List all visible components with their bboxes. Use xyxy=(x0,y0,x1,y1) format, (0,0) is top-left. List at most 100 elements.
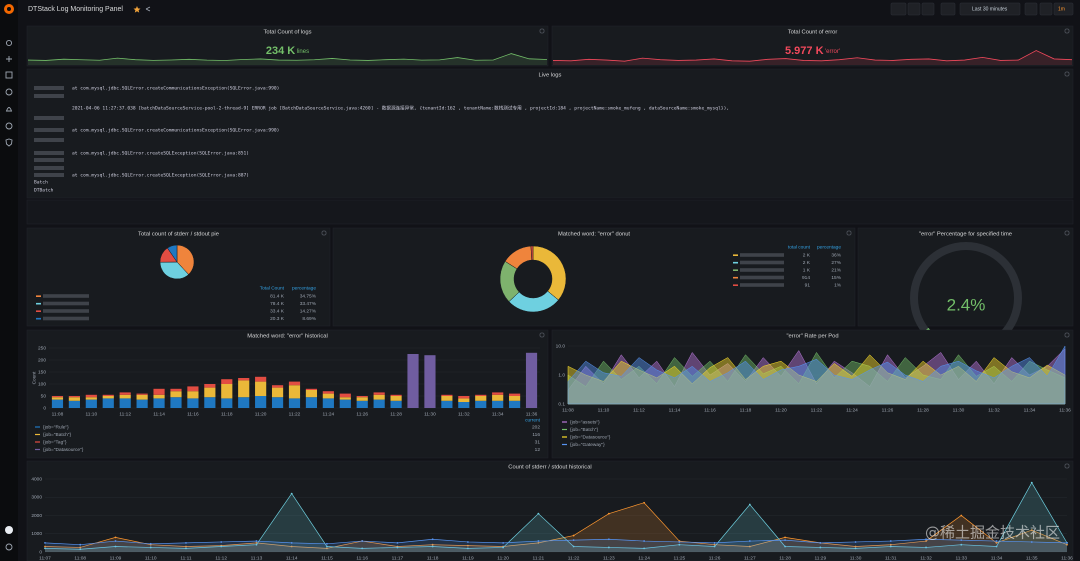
point xyxy=(748,540,751,542)
dashboards-icon[interactable] xyxy=(5,71,13,79)
config-icon[interactable] xyxy=(5,122,13,130)
add-panel-button[interactable] xyxy=(890,2,907,16)
bar xyxy=(339,393,351,398)
create-icon[interactable] xyxy=(6,56,12,62)
bar xyxy=(525,352,538,408)
share-icon[interactable] xyxy=(145,6,151,12)
bar xyxy=(238,380,250,398)
point xyxy=(643,540,646,542)
legend-header: Total Count xyxy=(260,285,285,291)
stat-unit: lines xyxy=(297,49,309,55)
bar xyxy=(441,394,453,396)
panel xyxy=(26,68,1074,199)
legend-swatch xyxy=(733,269,738,271)
settings-button[interactable] xyxy=(921,2,935,16)
point xyxy=(431,538,434,541)
redacted-text xyxy=(34,151,64,155)
point xyxy=(290,541,293,544)
sidebar-icons xyxy=(5,39,13,551)
point xyxy=(678,541,681,543)
legend-swatch xyxy=(36,302,41,305)
refresh-button[interactable] xyxy=(1039,2,1053,16)
panel-menu xyxy=(539,28,545,34)
panel-menu xyxy=(1064,332,1070,338)
x-tick-label: 11:30 xyxy=(424,411,436,417)
legend-header: percentage xyxy=(292,285,316,291)
bar xyxy=(102,396,114,399)
bar xyxy=(305,388,318,390)
bar xyxy=(170,388,182,392)
x-tick-label: 11:21 xyxy=(533,555,545,561)
redacted-text xyxy=(34,138,64,142)
point xyxy=(1066,541,1068,544)
point xyxy=(854,547,857,550)
y-tick-label: 2000 xyxy=(31,513,42,519)
time-range[interactable]: Last 30 minutes xyxy=(972,6,1008,12)
x-tick-label: 11:20 xyxy=(255,411,267,417)
admin-icon[interactable] xyxy=(5,138,13,147)
search-icon[interactable] xyxy=(5,39,13,47)
avatar[interactable] xyxy=(5,526,13,534)
point xyxy=(819,541,822,544)
point xyxy=(502,546,505,549)
alerting-icon[interactable] xyxy=(5,107,13,112)
x-tick-label: 11:14 xyxy=(286,555,298,561)
x-tick-label: 11:10 xyxy=(598,407,610,413)
bar xyxy=(441,400,453,408)
point xyxy=(502,541,505,544)
zoom-out-button[interactable] xyxy=(1024,2,1038,16)
legend-total: 914 xyxy=(802,275,810,281)
point xyxy=(995,540,998,542)
help-icon[interactable] xyxy=(5,543,13,551)
bar xyxy=(51,399,64,408)
x-tick-label: 11:30 xyxy=(850,555,862,561)
point xyxy=(114,540,117,542)
bar xyxy=(68,400,80,408)
point xyxy=(185,547,187,550)
refresh-interval-label[interactable]: 1m xyxy=(1058,6,1065,12)
dashboard-title[interactable]: DTStack Log Monitoring Panel xyxy=(28,6,123,13)
bar xyxy=(390,396,402,401)
x-tick-label: 11:08 xyxy=(562,407,574,413)
panel-title: Total count of stderr / stdout pie xyxy=(138,232,219,238)
bar xyxy=(51,397,64,400)
star-icon[interactable] xyxy=(133,6,141,13)
x-tick-label: 11:22 xyxy=(811,407,823,413)
bar xyxy=(288,381,301,386)
save-button[interactable] xyxy=(907,2,921,16)
bar xyxy=(85,397,97,400)
bar xyxy=(390,400,402,408)
slice xyxy=(159,261,189,280)
refresh-interval[interactable] xyxy=(1053,2,1074,16)
bar xyxy=(221,384,233,399)
panel-menu xyxy=(1064,71,1070,77)
x-tick-label: 11:27 xyxy=(744,555,756,561)
legend-total: 81.4 K xyxy=(270,293,285,299)
point xyxy=(995,545,998,548)
point xyxy=(255,541,258,544)
tv-button[interactable] xyxy=(940,2,956,16)
bar xyxy=(204,384,216,388)
x-tick-label: 11:12 xyxy=(215,555,227,561)
point xyxy=(44,541,46,544)
sparkline xyxy=(552,50,1073,62)
point xyxy=(1030,541,1033,543)
redacted-text xyxy=(34,86,64,90)
bar xyxy=(509,400,521,408)
point xyxy=(925,540,927,542)
bar xyxy=(373,392,385,395)
bar xyxy=(322,393,334,399)
x-tick-label: 11:18 xyxy=(740,407,752,413)
explore-icon[interactable] xyxy=(5,88,13,96)
stat-value: 5.977 K xyxy=(785,45,824,57)
y-tick-label: 200 xyxy=(38,357,46,363)
bar xyxy=(492,400,504,408)
point xyxy=(607,512,610,515)
x-tick-label: 11:35 xyxy=(1026,555,1038,561)
time-picker[interactable] xyxy=(959,2,1021,16)
sidebar xyxy=(0,0,18,561)
empty-row xyxy=(26,199,1074,225)
bar xyxy=(492,392,504,395)
stat-unit: 'error' xyxy=(825,49,840,55)
panel-title: Total Count of logs xyxy=(263,30,311,36)
